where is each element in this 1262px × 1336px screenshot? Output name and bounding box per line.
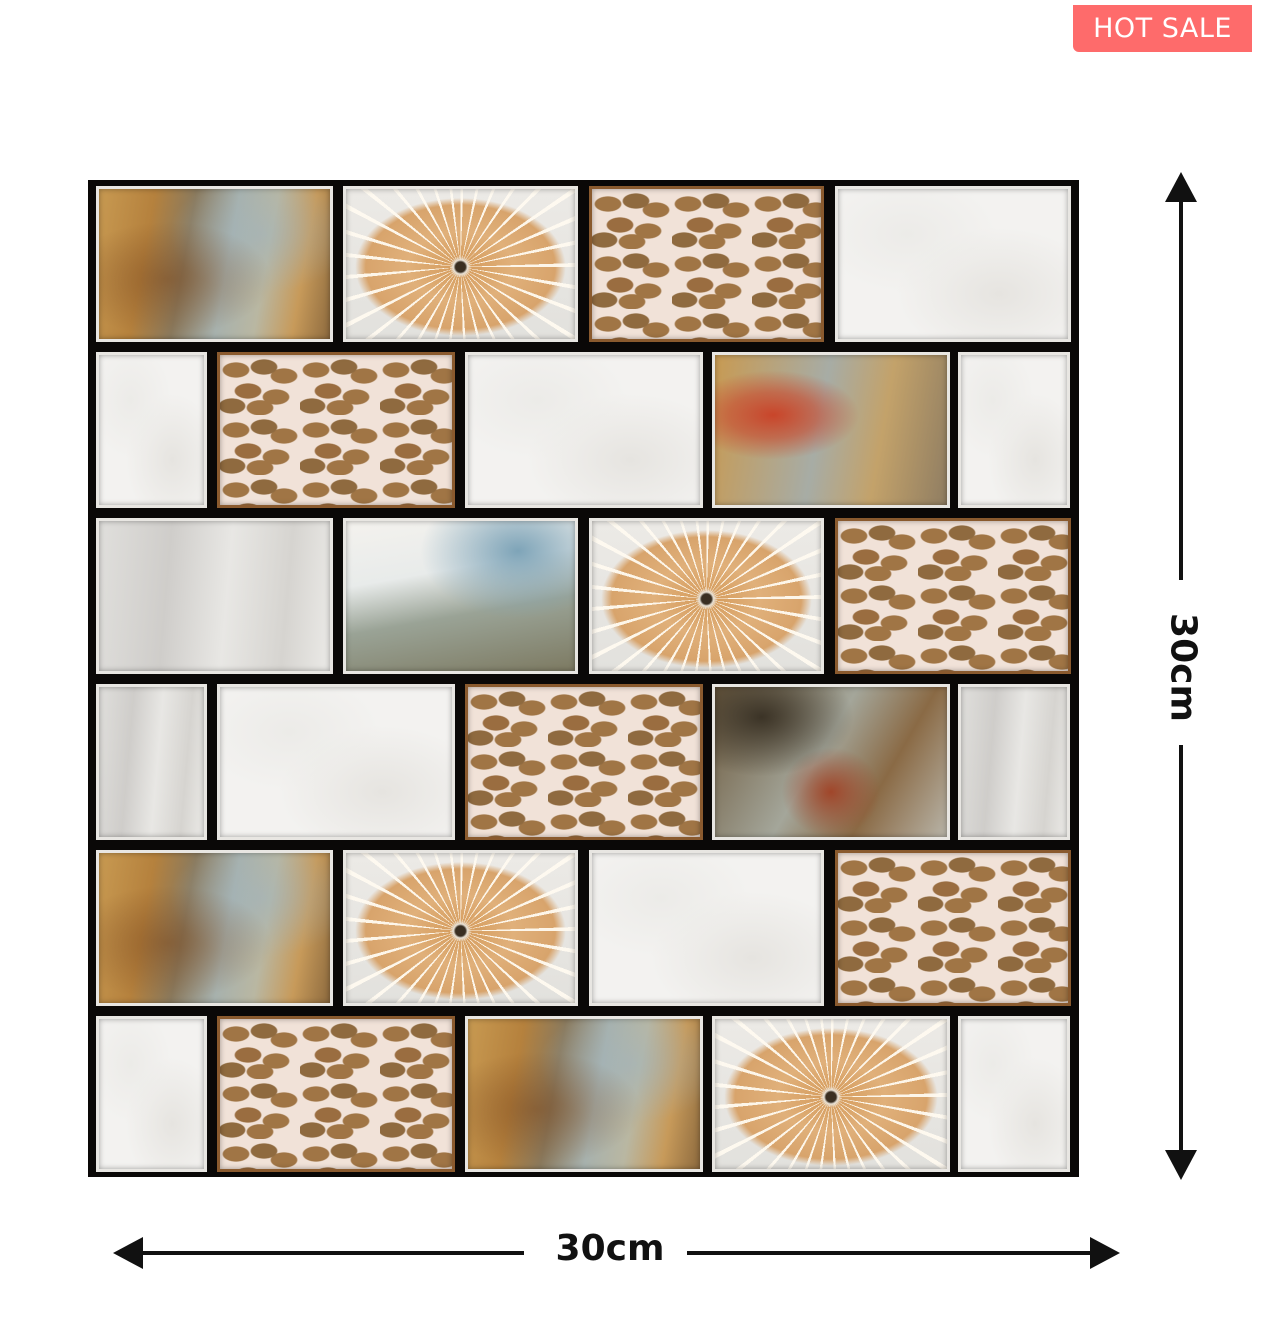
hot-sale-badge: HOT SALE	[1073, 5, 1252, 52]
height-arrow-line-top	[1179, 195, 1183, 580]
tile-sun	[343, 186, 578, 342]
tile-grey	[96, 518, 333, 674]
arrow-down-icon	[1165, 1150, 1197, 1180]
tile-sun	[343, 850, 578, 1006]
tile-white	[465, 352, 703, 508]
arrow-right-icon	[1090, 1237, 1120, 1269]
tile-sun	[589, 518, 824, 674]
tile-paint	[465, 1016, 703, 1172]
tile-grey	[958, 684, 1070, 840]
tile-white	[958, 352, 1070, 508]
tile-paint	[96, 186, 333, 342]
tile-leaf	[835, 850, 1071, 1006]
tile-white	[958, 1016, 1070, 1172]
tile-sun	[712, 1016, 950, 1172]
tile-white	[217, 684, 455, 840]
tile-grey	[96, 684, 207, 840]
tile-leaf	[465, 684, 703, 840]
tile-white	[835, 186, 1071, 342]
arrow-up-icon	[1165, 172, 1197, 202]
arrow-left-icon	[113, 1237, 143, 1269]
tile-paint	[96, 850, 333, 1006]
tile-leaf	[589, 186, 824, 342]
tile-white	[96, 352, 207, 508]
height-arrow-line-bottom	[1179, 745, 1183, 1157]
width-label: 30cm	[555, 1228, 665, 1269]
tile-white	[589, 850, 824, 1006]
tile-sticker-board	[88, 180, 1079, 1177]
tile-leaf	[835, 518, 1071, 674]
width-arrow-line-left	[135, 1251, 524, 1255]
tile-paintdark	[712, 684, 950, 840]
height-label: 30cm	[1162, 613, 1204, 722]
tile-white	[96, 1016, 207, 1172]
width-arrow-line-right	[687, 1251, 1097, 1255]
tile-paintred	[712, 352, 950, 508]
tile-leaf	[217, 352, 455, 508]
tile-blue	[343, 518, 578, 674]
tile-leaf	[217, 1016, 455, 1172]
